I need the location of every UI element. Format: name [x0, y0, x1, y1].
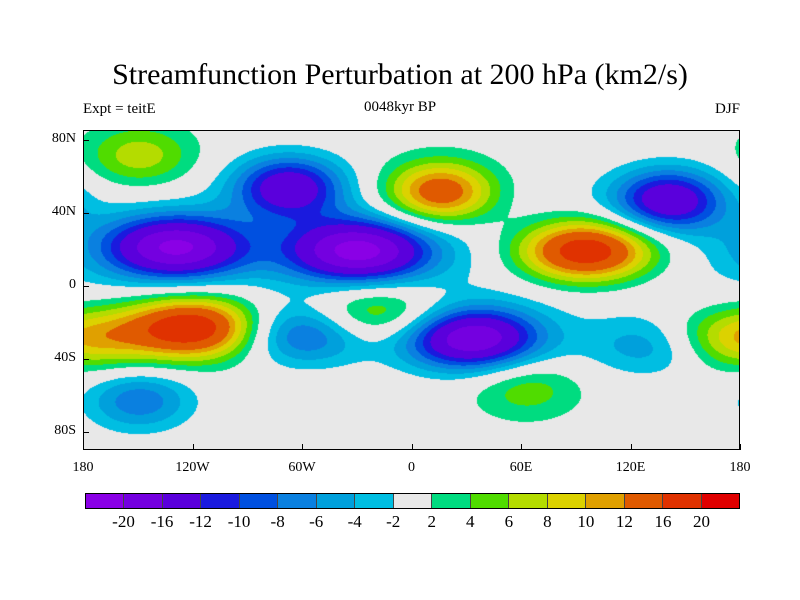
lon-tick	[521, 444, 522, 450]
lon-tick	[740, 444, 741, 450]
lon-tick	[192, 444, 194, 450]
lon-tick	[630, 444, 632, 450]
colorbar-label: -6	[309, 512, 324, 531]
colorbar-label: -4	[347, 512, 362, 531]
colorbar-box	[86, 494, 125, 508]
colorbar-box	[701, 494, 739, 508]
lon-tick-label: 180	[729, 460, 751, 475]
colorbar-label: 12	[615, 512, 633, 531]
lon-tick-label: 60W	[288, 460, 316, 475]
colorbar-label: 4	[466, 512, 475, 531]
lat-tick	[83, 432, 89, 433]
time-label: 0048kyr BP	[363, 99, 437, 115]
lat-tick	[83, 213, 89, 214]
lat-tick	[83, 140, 89, 141]
colorbar-label: -10	[227, 512, 251, 531]
colorbar-box	[547, 494, 587, 508]
colorbar-box	[509, 494, 548, 508]
colorbar-box	[624, 494, 664, 508]
colorbar-box	[355, 494, 394, 508]
lat-tick-label: 80N	[51, 131, 76, 146]
lat-tick	[83, 359, 89, 360]
lon-tick-label: 120E	[615, 460, 646, 475]
lat-tick-label: 0	[69, 277, 76, 292]
lat-tick	[83, 286, 89, 287]
colorbar-box	[316, 494, 356, 508]
colorbar-label: -20	[112, 512, 135, 531]
colorbar-box	[239, 494, 279, 508]
colorbar-box	[124, 494, 163, 508]
season-label: DJF	[714, 101, 740, 117]
map-panel	[83, 130, 740, 450]
colorbar-label: -16	[150, 512, 174, 531]
lon-tick	[411, 444, 413, 450]
colorbar-label: -8	[270, 512, 285, 531]
colorbar-label: 6	[504, 512, 514, 531]
colorbar-label: 16	[654, 512, 672, 531]
colorbar-box	[586, 494, 625, 508]
lon-tick-label: 180	[72, 460, 94, 475]
colorbar-box	[162, 494, 202, 508]
colorbar-label: 20	[692, 512, 710, 531]
experiment-label: Expt = teitE	[83, 101, 156, 117]
lat-tick-label: 40N	[51, 204, 76, 219]
colorbar-label: 8	[543, 512, 552, 531]
colorbar-box	[393, 494, 433, 508]
colorbar-box	[201, 494, 240, 508]
colorbar-box	[663, 494, 702, 508]
plot-title: Streamfunction Perturbation at 200 hPa (…	[112, 58, 688, 91]
lat-tick-label: 40S	[54, 350, 76, 365]
colorbar-label: 10	[577, 512, 595, 531]
lat-tick-label: 80S	[54, 423, 76, 438]
colorbar-box	[432, 494, 471, 508]
lon-tick-label: 0	[408, 460, 415, 475]
streamfunction-field	[84, 131, 739, 449]
colorbar-label: -12	[189, 512, 212, 531]
lon-tick-label: 120W	[175, 460, 210, 475]
colorbar	[85, 493, 740, 509]
lon-tick	[83, 444, 84, 450]
lon-tick	[302, 444, 303, 450]
colorbar-label: -2	[386, 512, 401, 531]
colorbar-label: 2	[427, 512, 437, 531]
colorbar-box	[278, 494, 317, 508]
lon-tick-label: 60E	[509, 460, 533, 475]
colorbar-box	[470, 494, 510, 508]
